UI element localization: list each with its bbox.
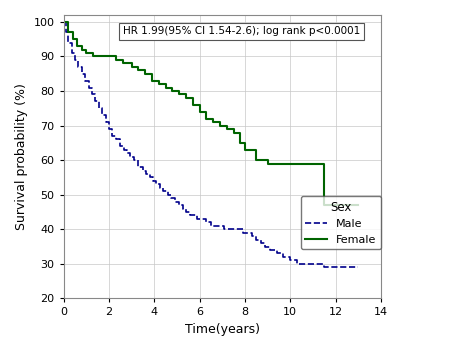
- Female: [242, 148, 248, 152]
- Female: [106, 54, 112, 59]
- Female: [142, 72, 148, 76]
- Female: [74, 44, 80, 48]
- Female: [237, 141, 243, 145]
- Female: [156, 82, 162, 86]
- Female: [97, 54, 103, 59]
- Female: [90, 54, 96, 59]
- Female: [176, 92, 182, 97]
- Female: [276, 161, 282, 166]
- Y-axis label: Survival probability (%): Survival probability (%): [15, 83, 28, 230]
- Female: [310, 161, 316, 166]
- Female: [83, 51, 89, 55]
- Male: [308, 262, 313, 266]
- Female: [299, 161, 304, 166]
- Male: [113, 137, 118, 141]
- Female: [203, 117, 209, 121]
- Female: [190, 103, 196, 107]
- Male: [128, 154, 133, 159]
- Female: [344, 203, 350, 207]
- Line: Male: Male: [64, 22, 358, 267]
- Female: [231, 131, 237, 135]
- Female: [183, 96, 189, 100]
- Text: HR 1.99(95% CI 1.54-2.6); log rank p<0.0001: HR 1.99(95% CI 1.54-2.6); log rank p<0.0…: [123, 26, 360, 37]
- Female: [197, 110, 202, 114]
- Female: [210, 120, 216, 124]
- Female: [224, 127, 229, 131]
- Female: [61, 20, 66, 24]
- Female: [65, 30, 71, 34]
- Line: Female: Female: [64, 22, 358, 205]
- Female: [321, 203, 327, 207]
- Male: [157, 186, 163, 190]
- Female: [129, 65, 135, 69]
- Female: [70, 37, 75, 41]
- Male: [75, 65, 81, 69]
- Female: [333, 203, 338, 207]
- Male: [321, 265, 327, 270]
- Female: [264, 161, 270, 166]
- Male: [61, 20, 66, 24]
- Legend: Male, Female: Male, Female: [301, 196, 381, 249]
- Female: [170, 89, 175, 93]
- Female: [356, 203, 361, 207]
- Female: [287, 161, 293, 166]
- X-axis label: Time(years): Time(years): [185, 323, 260, 336]
- Male: [254, 238, 259, 242]
- Female: [136, 68, 141, 72]
- Female: [254, 158, 259, 162]
- Female: [149, 79, 155, 83]
- Female: [163, 86, 168, 90]
- Male: [356, 265, 361, 270]
- Female: [113, 58, 118, 62]
- Female: [79, 47, 84, 52]
- Female: [119, 61, 125, 66]
- Female: [217, 124, 223, 128]
